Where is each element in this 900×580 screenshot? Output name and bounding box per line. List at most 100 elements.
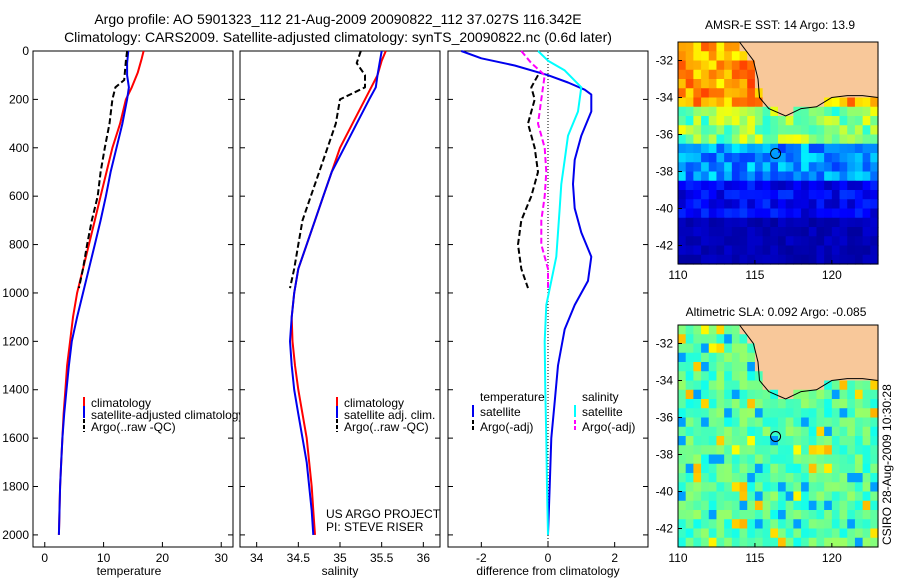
map-cell	[747, 217, 756, 228]
map-cell	[831, 537, 841, 548]
map-cell	[785, 380, 794, 391]
map-cell	[708, 528, 718, 539]
map-cell	[862, 79, 871, 89]
map-cell	[693, 519, 702, 530]
map-cell	[724, 227, 733, 237]
map-cell	[847, 134, 856, 145]
map-cell	[731, 463, 741, 474]
map-cell	[785, 528, 794, 539]
map-cell	[831, 454, 841, 465]
map-cell	[778, 254, 787, 265]
map-cell	[716, 436, 725, 446]
map-cell	[739, 482, 748, 493]
map-cell	[724, 217, 733, 228]
map-cell	[685, 162, 694, 173]
map-cell	[808, 343, 818, 354]
map-cell	[847, 352, 856, 363]
map-cell	[808, 208, 818, 219]
map-cell	[854, 42, 864, 52]
map-cell	[862, 116, 871, 126]
map-cell	[870, 380, 879, 391]
map-cell	[762, 473, 771, 483]
map-cell	[816, 389, 825, 400]
map-cell	[747, 199, 756, 210]
map-cell	[839, 463, 848, 474]
x-tick-label: 0	[41, 551, 48, 565]
map-cell	[778, 106, 787, 117]
map-cell	[693, 254, 702, 265]
map-cell	[808, 116, 818, 126]
map-cell	[724, 473, 733, 483]
map-cell	[762, 491, 771, 502]
map-cell	[854, 500, 864, 511]
map-cell	[724, 362, 733, 372]
map-cell	[870, 436, 879, 446]
map-cell	[785, 245, 794, 256]
map-cell	[716, 352, 725, 363]
map-cell	[854, 116, 864, 126]
map-cell	[808, 190, 818, 200]
map-cell	[831, 134, 841, 145]
map-cell	[778, 227, 787, 237]
map-cell	[862, 371, 871, 382]
map-cell	[693, 482, 702, 493]
map-cell	[870, 51, 879, 62]
map-cell	[824, 389, 833, 400]
timestamp-stamp: CSIRO 28-Aug-2009 10:30:28	[880, 384, 894, 545]
map-cell	[678, 134, 687, 145]
map-cell	[831, 51, 841, 62]
map-cell	[839, 153, 848, 163]
map-cell	[747, 79, 756, 89]
map-cell	[854, 491, 864, 502]
map-cell	[724, 426, 733, 437]
map-cell	[701, 399, 710, 409]
map-cell	[724, 510, 733, 520]
map-cell	[762, 88, 771, 99]
map-cell	[847, 116, 856, 126]
map-cell	[816, 463, 825, 474]
map-cell	[847, 69, 856, 80]
map-cell	[801, 343, 810, 354]
map-cell	[685, 180, 694, 191]
map-cell	[778, 236, 787, 247]
map-cell	[678, 362, 687, 372]
map-cell	[708, 60, 718, 71]
map-cell	[854, 180, 864, 191]
map-cell	[762, 454, 771, 465]
map-cell	[701, 162, 710, 173]
map-cell	[862, 227, 871, 237]
map-cell	[762, 190, 771, 200]
map-y-tick-label: -32	[656, 54, 674, 68]
map-cell	[808, 463, 818, 474]
map-cell	[770, 325, 779, 335]
map-cell	[739, 190, 748, 200]
map-cell	[862, 510, 871, 520]
map-cell	[724, 463, 733, 474]
map-cell	[870, 180, 879, 191]
map-cell	[854, 199, 864, 210]
map-cell	[801, 445, 810, 456]
map-cell	[862, 500, 871, 511]
map-cell	[754, 180, 764, 191]
map-cell	[870, 537, 879, 548]
map-cell	[778, 482, 787, 493]
map-cell	[739, 537, 748, 548]
map-cell	[801, 528, 810, 539]
map-cell	[816, 116, 825, 126]
map-cell	[747, 500, 756, 511]
map-cell	[678, 190, 687, 200]
map-cell	[685, 528, 694, 539]
map-cell	[770, 510, 779, 520]
map-cell	[685, 69, 694, 80]
y-tick-label: 1200	[2, 334, 29, 348]
map-cell	[824, 245, 833, 256]
map-cell	[801, 199, 810, 210]
map-cell	[862, 389, 871, 400]
map-cell	[793, 254, 802, 265]
map-cell	[754, 389, 764, 400]
map-cell	[870, 463, 879, 474]
map-cell	[778, 42, 787, 52]
map-cell	[801, 245, 810, 256]
map-cell	[862, 190, 871, 200]
map-cell	[862, 463, 871, 474]
